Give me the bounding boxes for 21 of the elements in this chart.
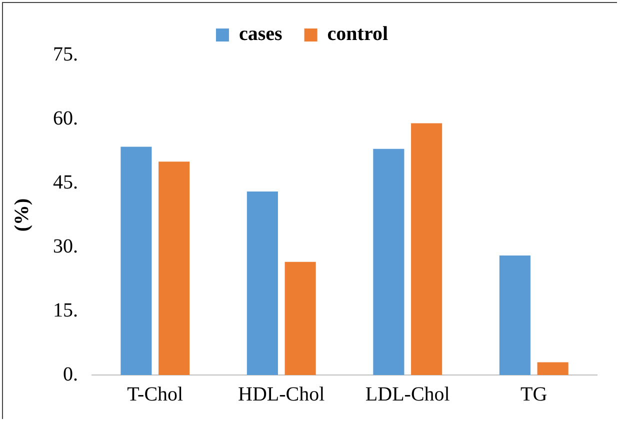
y-tick-label: 30. xyxy=(53,235,78,258)
bar xyxy=(120,146,152,375)
x-tick-label: HDL-Chol xyxy=(238,383,326,406)
bar xyxy=(411,123,442,375)
legend-label: cases xyxy=(238,23,283,46)
y-tick-label: 15. xyxy=(53,299,78,322)
bar xyxy=(246,192,278,375)
bar xyxy=(284,262,316,375)
y-tick-label: 60. xyxy=(53,107,78,130)
bar xyxy=(158,162,190,375)
y-tick-label: 75. xyxy=(53,43,78,66)
y-tick-label: 0. xyxy=(63,363,78,386)
bar xyxy=(537,362,568,375)
legend-label: control xyxy=(327,23,388,46)
x-tick-label: LDL-Chol xyxy=(365,383,450,406)
x-tick-label: T-Chol xyxy=(127,383,184,406)
x-tick-label: TG xyxy=(520,383,548,406)
bar xyxy=(373,148,404,375)
bar xyxy=(499,256,530,375)
y-tick-label: 45. xyxy=(53,171,78,194)
y-axis-title: (%) xyxy=(11,198,34,232)
